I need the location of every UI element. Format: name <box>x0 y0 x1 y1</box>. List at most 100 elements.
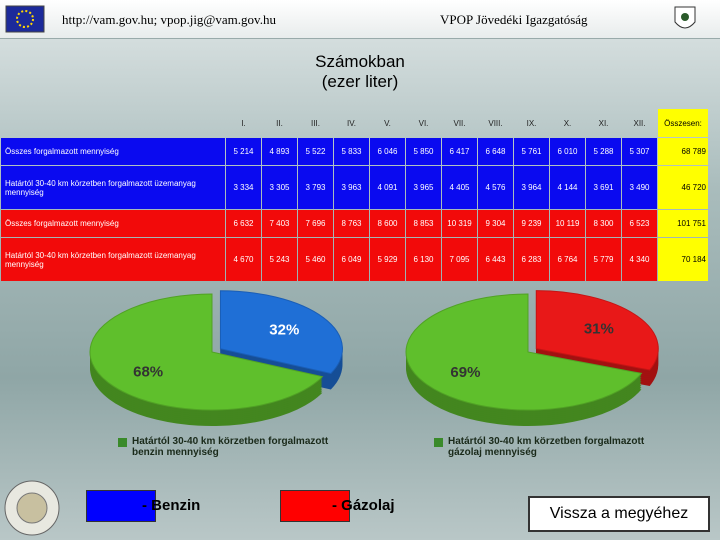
table-cell: 68 789 <box>658 138 708 165</box>
column-header: VIII. <box>488 118 503 128</box>
table-cell: 3 963 <box>334 166 369 209</box>
subtitle: (ezer liter) <box>321 72 399 91</box>
table-cell: 9 304 <box>478 210 513 237</box>
table-cell: 5 214 <box>226 138 261 165</box>
table-cell: 4 091 <box>370 166 405 209</box>
table-cell: 8 763 <box>334 210 369 237</box>
header-row: I. II. III. IV. V. VI. VII. VIII. IX. X. XI. XII. Ös… <box>1 109 708 137</box>
column-header: VI. <box>418 118 429 128</box>
table-cell: 101 751 <box>658 210 708 237</box>
table-cell: 6 443 <box>478 238 513 281</box>
table-cell: 8 300 <box>586 210 621 237</box>
pie-slice <box>535 290 659 371</box>
table-cell: 5 460 <box>298 238 333 281</box>
table-cell: 5 761 <box>514 138 549 165</box>
table-cell: 3 305 <box>262 166 297 209</box>
table-cell: 8 853 <box>406 210 441 237</box>
table-cell: 7 095 <box>442 238 477 281</box>
column-header: X. <box>563 118 572 128</box>
table-cell: 6 046 <box>370 138 405 165</box>
column-header: IX. <box>526 118 537 128</box>
table-cell: 70 184 <box>658 238 708 281</box>
table-cell: 6 648 <box>478 138 513 165</box>
header-url: http://vam.gov.hu; vpop.jig@vam.gov.hu <box>62 12 276 27</box>
table-cell: 5 850 <box>406 138 441 165</box>
table-cell: 5 779 <box>586 238 621 281</box>
legend-swatch <box>86 490 156 522</box>
table-cell: 5 243 <box>262 238 297 281</box>
table-cell: 5 288 <box>586 138 621 165</box>
legend-swatch <box>280 490 350 522</box>
table-cell: 4 576 <box>478 166 513 209</box>
seal <box>4 480 60 536</box>
column-header: XII. <box>633 118 646 128</box>
table-cell: 6 283 <box>514 238 549 281</box>
table-cell: 5 307 <box>622 138 657 165</box>
row-label: Határtól 30-40 km körzetben forgalmazott… <box>1 238 225 281</box>
legend-label: - Benzin <box>142 497 201 514</box>
pie-slice <box>219 290 343 375</box>
table-cell: 3 964 <box>514 166 549 209</box>
table-cell: 7 403 <box>262 210 297 237</box>
pie-legend: Határtól 30-40 km körzetben forgalmazott… <box>434 436 668 458</box>
slice-label: 69% <box>450 364 480 381</box>
table-cell: 9 239 <box>514 210 549 237</box>
pie-slice <box>405 293 643 411</box>
table-cell: 5 929 <box>370 238 405 281</box>
corner-cell <box>1 109 225 137</box>
table-cell: 4 144 <box>550 166 585 209</box>
table-cell: 3 334 <box>226 166 261 209</box>
eu-flag <box>5 5 45 33</box>
emblem <box>674 6 696 29</box>
table-cell: 6 632 <box>226 210 261 237</box>
column-header: I. <box>241 118 246 128</box>
table-cell: 10 119 <box>550 210 585 237</box>
top-bar: http://vam.gov.hu; vpop.jig@vam.gov.hu V… <box>0 0 720 39</box>
table-row: Határtól 30-40 km körzetben forgalmazott… <box>1 166 708 209</box>
table-cell: 10 319 <box>442 210 477 237</box>
table-cell: 6 049 <box>334 238 369 281</box>
table-cell: 4 340 <box>622 238 657 281</box>
column-header: V. <box>384 118 391 128</box>
column-header: IV. <box>346 118 357 128</box>
table-cell: 6 764 <box>550 238 585 281</box>
table-cell: 6 523 <box>622 210 657 237</box>
slice-label: 68% <box>133 363 163 380</box>
table-cell: 3 490 <box>622 166 657 209</box>
table-cell: 7 696 <box>298 210 333 237</box>
table-cell: 4 893 <box>262 138 297 165</box>
table-row: Összes forgalmazott mennyiség 5 214 4 893 5… <box>1 138 708 165</box>
title: Számokban (ezer liter) <box>0 52 720 92</box>
column-header: Összesen: <box>658 109 708 137</box>
slice-label: 31% <box>584 320 614 337</box>
row-label: Összes forgalmazott mennyiség <box>1 210 225 237</box>
pie-charts: 32% 68% 31% 69% <box>89 290 659 426</box>
table-cell: 5 833 <box>334 138 369 165</box>
back-button[interactable]: Vissza a megyéhez <box>528 496 710 532</box>
column-header: VII. <box>453 118 466 128</box>
row-label: Határtól 30-40 km körzetben forgalmazott… <box>1 166 225 209</box>
column-header: II. <box>276 118 283 128</box>
slice-label: 32% <box>269 322 299 339</box>
data-table: I. II. III. IV. V. VI. VII. VIII. IX. X. XI. XII. Ös… <box>0 108 709 282</box>
header-org: VPOP Jövedéki Igazgatóság <box>440 12 588 27</box>
table-cell: 46 720 <box>658 166 708 209</box>
table-cell: 3 965 <box>406 166 441 209</box>
table-cell: 5 522 <box>298 138 333 165</box>
table-row: Összes forgalmazott mennyiség 6 632 7 403 7… <box>1 210 708 237</box>
table-cell: 6 417 <box>442 138 477 165</box>
table-cell: 8 600 <box>370 210 405 237</box>
table-cell: 6 010 <box>550 138 585 165</box>
table-cell: 3 691 <box>586 166 621 209</box>
legend-label: - Gázolaj <box>332 497 395 514</box>
table-cell: 6 130 <box>406 238 441 281</box>
table-cell: 4 405 <box>442 166 477 209</box>
column-header: XI. <box>598 118 609 128</box>
table-cell: 4 670 <box>226 238 261 281</box>
row-label: Összes forgalmazott mennyiség <box>1 138 225 165</box>
table-row: Határtól 30-40 km körzetben forgalmazott… <box>1 238 708 281</box>
title-line: Számokban <box>315 52 405 71</box>
pie-slice <box>89 293 324 411</box>
column-header: III. <box>311 118 320 128</box>
